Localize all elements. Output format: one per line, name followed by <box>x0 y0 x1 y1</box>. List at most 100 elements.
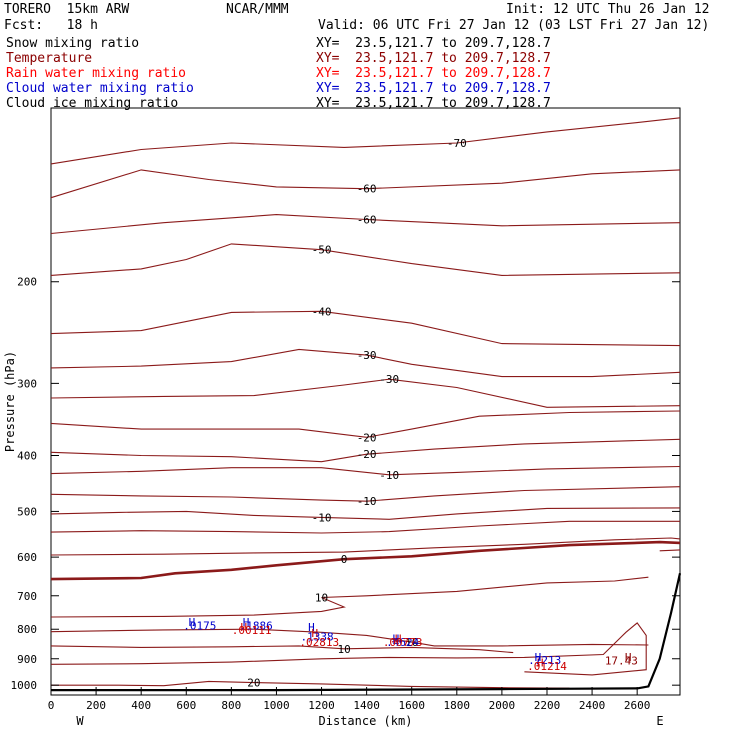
high-marker: H <box>393 632 400 645</box>
x-tick-label: 800 <box>221 699 241 712</box>
isotherm-label: -50 <box>312 244 332 257</box>
x-tick-label: 400 <box>131 699 151 712</box>
isotherm-line <box>50 410 681 438</box>
legend-label: Temperature <box>6 51 93 66</box>
max-value-label: .01214 <box>527 660 567 673</box>
x-tick-label: 200 <box>86 699 106 712</box>
x-tick-label: 2000 <box>489 699 516 712</box>
max-value-label: 17.43 <box>605 655 638 668</box>
isotherm-line <box>50 169 681 199</box>
max-value-label: .00111 <box>232 624 272 637</box>
isotherm-label: 10 <box>337 643 350 656</box>
x-tick-label: 1200 <box>308 699 335 712</box>
max-value-label: .00773 <box>383 636 423 649</box>
isotherm-line <box>50 507 681 520</box>
y-tick-label: 900 <box>17 653 37 666</box>
y-tick-label: 400 <box>17 449 37 462</box>
legend-label: Cloud water mixing ratio <box>6 81 194 96</box>
high-marker: H <box>240 621 247 634</box>
isotherm-line <box>50 465 681 476</box>
isotherm-label: -70 <box>447 137 467 150</box>
isotherm-line <box>50 576 649 618</box>
valid-time: Valid: 06 UTC Fri 27 Jan 12 (03 LST Fri … <box>318 18 710 33</box>
legend-label: Rain water mixing ratio <box>6 66 187 81</box>
isotherm-label: -20 <box>357 431 377 444</box>
max-value-label: .7213 <box>528 654 561 667</box>
y-tick-label: 700 <box>17 590 37 603</box>
max-value-label: .4624 <box>386 636 419 649</box>
legend-xy-range: XY= 23.5,121.7 to 209.7,128.7 <box>316 66 551 81</box>
y-tick-label: 1000 <box>11 679 38 692</box>
isotherm-line <box>50 348 681 378</box>
isotherm-label: -20 <box>357 448 377 461</box>
isotherm-label: -30 <box>357 349 377 362</box>
max-value-label: .1338 <box>300 630 333 643</box>
legend-label: Cloud ice mixing ratio <box>6 96 179 111</box>
isotherm-label: 10 <box>315 592 328 605</box>
isotherm-label: 10 <box>405 636 418 649</box>
init-time: Init: 12 UTC Thu 26 Jan 12 <box>506 2 710 17</box>
y-tick-label: 300 <box>17 377 37 390</box>
y-tick-label: 200 <box>17 276 37 289</box>
isotherm-label: -60 <box>357 183 377 196</box>
high-marker: H <box>395 632 402 645</box>
isotherm-line <box>50 537 681 556</box>
isotherm-line <box>50 214 681 235</box>
isotherm-line <box>50 645 514 654</box>
high-marker: H <box>535 651 542 664</box>
isotherm-label: -30 <box>379 373 399 386</box>
legend-label: Snow mixing ratio <box>6 36 140 51</box>
model-title: TORERO 15km ARW <box>4 2 130 17</box>
isotherm-line <box>659 549 681 552</box>
y-tick-label: 500 <box>17 505 37 518</box>
x-tick-label: 2600 <box>624 699 651 712</box>
legend-xy-range: XY= 23.5,121.7 to 209.7,128.7 <box>316 36 551 51</box>
x-tick-label: 0 <box>48 699 55 712</box>
legend-xy-range: XY= 23.5,121.7 to 209.7,128.7 <box>316 96 551 111</box>
isotherm-label: -60 <box>357 213 377 226</box>
high-marker: H <box>537 656 544 669</box>
isotherm-line <box>50 628 649 647</box>
y-axis-title: Pressure (hPa) <box>3 351 17 452</box>
forecast-hour: Fcst: 18 h <box>4 18 98 33</box>
max-value-label: .1886 <box>240 619 273 632</box>
legend-xy-range: XY= 23.5,121.7 to 209.7,128.7 <box>316 81 551 96</box>
isotherm-label: -10 <box>357 495 377 508</box>
isotherm-label: 0 <box>341 553 348 566</box>
high-marker: H <box>625 651 632 664</box>
isotherm-line <box>50 378 681 408</box>
isotherm-line <box>50 486 681 502</box>
isotherm-label: 20 <box>247 677 260 690</box>
isotherm-line <box>50 540 681 581</box>
high-marker: H <box>308 621 315 634</box>
x-tick-label: 1600 <box>398 699 425 712</box>
x-axis-title: Distance (km) <box>319 714 413 728</box>
isotherm-label: -10 <box>312 511 332 524</box>
max-value-label: .0175 <box>183 619 216 632</box>
y-tick-label: 600 <box>17 551 37 564</box>
x-tick-label: 600 <box>176 699 196 712</box>
isotherm-label: -10 <box>379 469 399 482</box>
isotherm-line <box>51 680 570 689</box>
isotherm-line <box>50 243 681 276</box>
organization-label: NCAR/MMM <box>226 2 289 17</box>
y-tick-label: 800 <box>17 623 37 636</box>
west-label: W <box>76 714 84 728</box>
x-tick-label: 2400 <box>579 699 606 712</box>
x-tick-label: 2200 <box>534 699 561 712</box>
isotherm-line <box>50 117 681 165</box>
isotherm-line <box>50 520 680 534</box>
high-marker: H <box>243 616 250 629</box>
terrain-surface-line <box>51 573 682 692</box>
plot-frame <box>50 107 681 696</box>
x-tick-label: 1800 <box>444 699 471 712</box>
high-marker: H <box>311 627 318 640</box>
x-tick-label: 1000 <box>263 699 290 712</box>
isotherm-line <box>50 622 647 676</box>
isotherm-line <box>50 310 681 347</box>
x-tick-label: 1400 <box>353 699 380 712</box>
east-label: E <box>656 714 663 728</box>
legend-xy-range: XY= 23.5,121.7 to 209.7,128.7 <box>316 51 551 66</box>
isotherm-label: -40 <box>312 305 332 318</box>
